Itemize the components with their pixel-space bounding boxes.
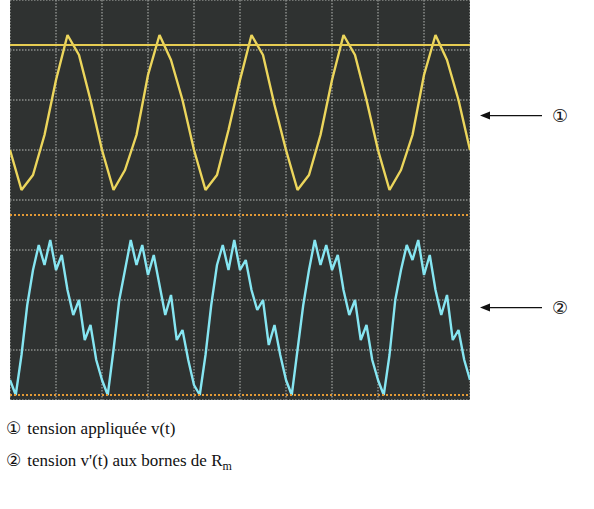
svg-text:②: ② <box>552 297 568 318</box>
html-text:① tension appliquée v(t): ① tension appliquée v(t) <box>6 418 176 438</box>
html-text:② tension v'(t) aux bornes de: ② tension v'(t) aux bornes de Rm <box>6 450 232 474</box>
svg-text:①: ① <box>552 105 568 126</box>
